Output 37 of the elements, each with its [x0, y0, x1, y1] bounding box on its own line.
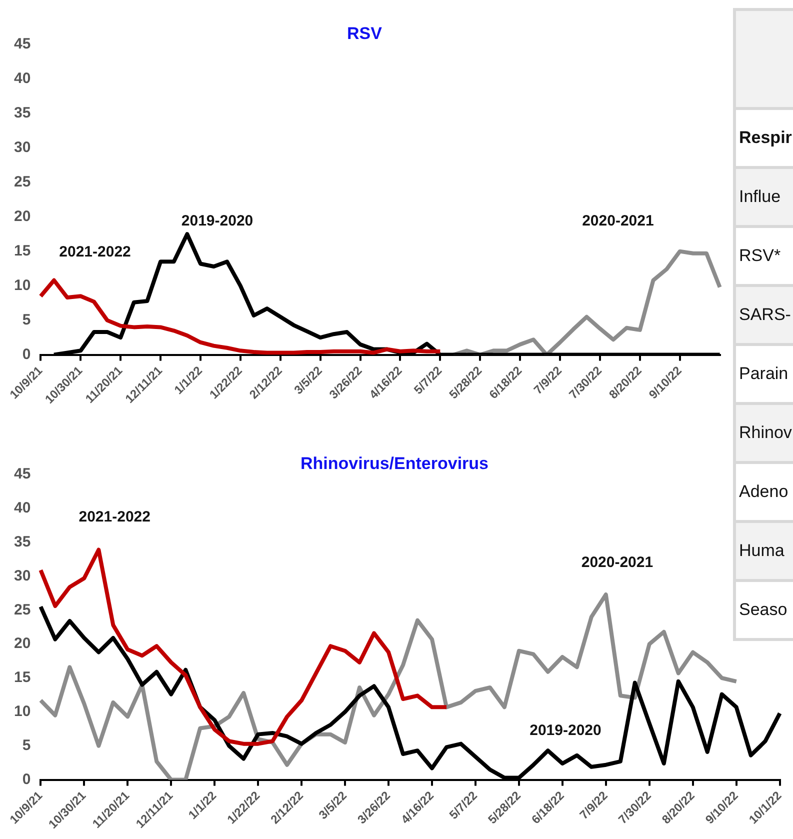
y-tick-label: 30: [14, 567, 31, 584]
y-tick-label: 40: [14, 499, 31, 516]
category-label: Rhinov: [736, 405, 793, 464]
category-label: SARS-: [736, 287, 793, 346]
y-tick-label: 5: [22, 736, 31, 754]
y-tick-label: 30: [14, 139, 31, 156]
y-tick-label: 20: [14, 208, 31, 225]
y-tick-label: 10: [14, 276, 31, 294]
y-tick-label: 15: [14, 242, 31, 260]
y-tick-label: 10: [14, 703, 31, 720]
text: 2020-2021: [581, 554, 654, 572]
y-tick-label: 20: [14, 635, 31, 652]
category-label: Adeno: [736, 464, 793, 523]
y-tick-label: 40: [14, 70, 31, 88]
text: 2020-2021: [582, 212, 654, 230]
chart-title: Rhinovirus/Enterovirus: [300, 454, 488, 473]
y-tick-label: 45: [14, 36, 31, 53]
y-tick-label: 35: [14, 104, 31, 122]
y-tick-label: 15: [14, 669, 31, 686]
series-label: 2019-2020: [530, 722, 602, 740]
category-label: Seaso: [736, 582, 793, 641]
y-tick-label: 35: [14, 533, 31, 550]
text: 2021-2022: [78, 508, 150, 526]
chart-title: RSV: [347, 24, 383, 43]
y-tick-label: 25: [14, 601, 31, 618]
category-label: Influe: [736, 169, 793, 228]
category-label: Huma: [736, 523, 793, 582]
y-tick-label: 45: [14, 466, 31, 483]
category-label: RSV*: [736, 228, 793, 287]
series-label: 2021-2022: [59, 244, 131, 260]
y-tick-label: 5: [22, 311, 31, 328]
category-label: Parain: [736, 346, 793, 405]
category-label: Respir: [736, 110, 793, 169]
y-tick-label: 0: [22, 346, 31, 363]
series-label: 2019-2020: [181, 212, 254, 230]
y-tick-label: 25: [14, 173, 31, 190]
y-tick-label: 0: [22, 770, 31, 788]
